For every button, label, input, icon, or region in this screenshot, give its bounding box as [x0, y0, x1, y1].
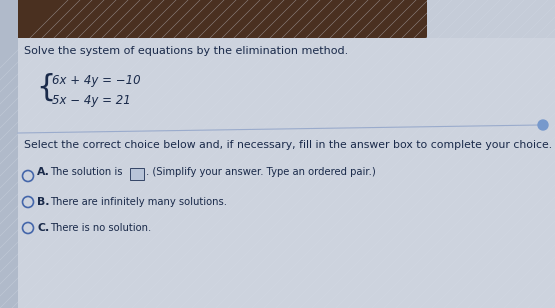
FancyBboxPatch shape	[18, 0, 427, 38]
Text: . (Simplify your answer. Type an ordered pair.): . (Simplify your answer. Type an ordered…	[146, 167, 376, 177]
Text: A.: A.	[37, 167, 50, 177]
Text: Solve the system of equations by the elimination method.: Solve the system of equations by the eli…	[24, 46, 348, 56]
Text: 6x + 4y = −10: 6x + 4y = −10	[52, 74, 140, 87]
Text: There is no solution.: There is no solution.	[50, 223, 152, 233]
Text: Select the correct choice below and, if necessary, fill in the answer box to com: Select the correct choice below and, if …	[24, 140, 552, 150]
Text: {: {	[36, 73, 56, 102]
Text: B.: B.	[37, 197, 49, 207]
FancyBboxPatch shape	[130, 168, 144, 180]
FancyBboxPatch shape	[0, 0, 18, 308]
Circle shape	[538, 120, 548, 130]
Text: There are infinitely many solutions.: There are infinitely many solutions.	[50, 197, 227, 207]
Text: 5x − 4y = 21: 5x − 4y = 21	[52, 94, 131, 107]
Text: The solution is: The solution is	[50, 167, 123, 177]
FancyBboxPatch shape	[427, 0, 555, 38]
Text: C.: C.	[37, 223, 49, 233]
